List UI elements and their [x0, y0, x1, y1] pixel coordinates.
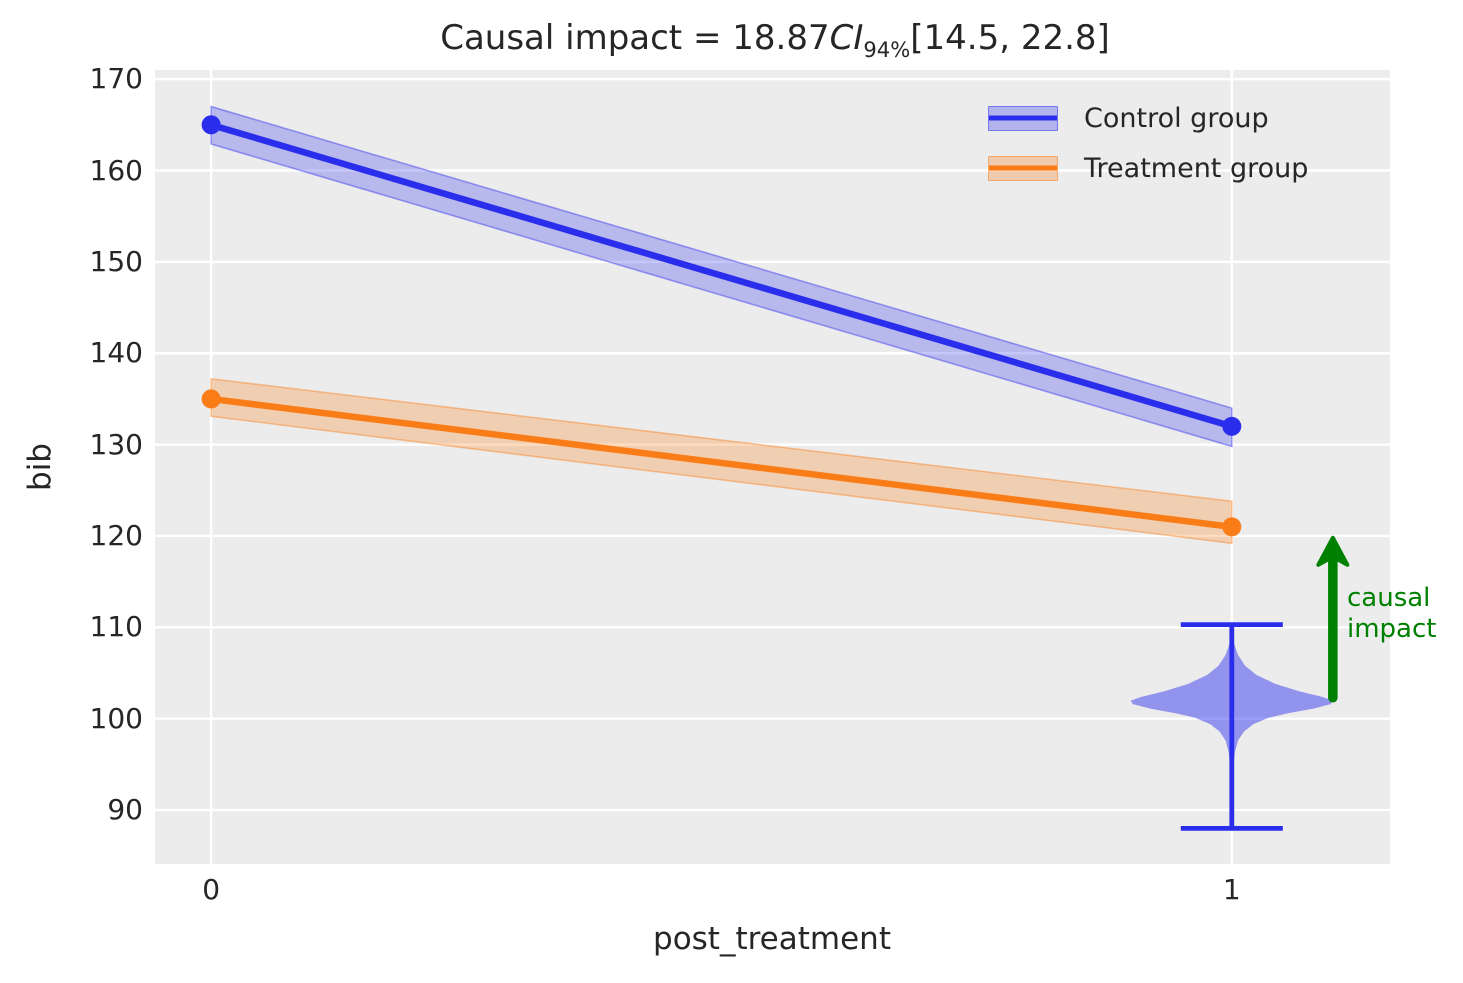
annotation-line-2: impact [1347, 614, 1437, 645]
y-tick-label-90: 90 [107, 793, 143, 827]
chart-title: Causal impact = 18.87CI94%[14.5, 22.8] [440, 18, 1110, 62]
treatment-marker [201, 389, 221, 409]
x-tick-label-1: 1 [1222, 873, 1241, 906]
title-ci-interval: [14.5, 22.8] [910, 18, 1110, 59]
title-ci-level: 94% [863, 36, 911, 62]
y-tick-label-150: 150 [89, 244, 143, 278]
control-line [207, 121, 1236, 430]
annotation-line-1: causal [1347, 583, 1431, 613]
y-tick-label-170: 170 [89, 62, 143, 96]
y-tick-label-110: 110 [89, 610, 143, 644]
impact-arrow-head [1316, 535, 1350, 567]
causal-impact-annotation: causal impact [1347, 583, 1436, 645]
x-axis-label: post_treatment [653, 921, 891, 957]
legend-item-control-group: Control group [988, 93, 1308, 143]
legend-label-control-group: Control group [1084, 102, 1269, 134]
y-tick-label-120: 120 [89, 518, 143, 552]
treatment-line [207, 395, 1236, 531]
control-marker [1222, 416, 1242, 436]
legend: Control group Treatment group [988, 93, 1308, 193]
legend-item-treatment-group: Treatment group [988, 143, 1308, 193]
y-tick-label-100: 100 [89, 701, 143, 735]
y-tick-label-130: 130 [89, 427, 143, 461]
control-group-swatch-line [989, 115, 1057, 121]
title-prefix: Causal impact = [440, 18, 733, 59]
y-tick-label-140: 140 [89, 336, 143, 370]
title-ci-symbol: CI [829, 18, 864, 59]
control-marker [201, 115, 221, 135]
legend-label-treatment-group: Treatment group [1084, 152, 1309, 184]
treatment-group-swatch-line [989, 165, 1057, 171]
title-impact-value: 18.87 [732, 18, 830, 59]
treatment-marker [1222, 517, 1242, 537]
control-group-swatch [988, 105, 1058, 131]
y-tick-label-160: 160 [89, 153, 143, 187]
x-tick-label-0: 0 [202, 873, 221, 906]
treatment-group-swatch [988, 155, 1058, 181]
